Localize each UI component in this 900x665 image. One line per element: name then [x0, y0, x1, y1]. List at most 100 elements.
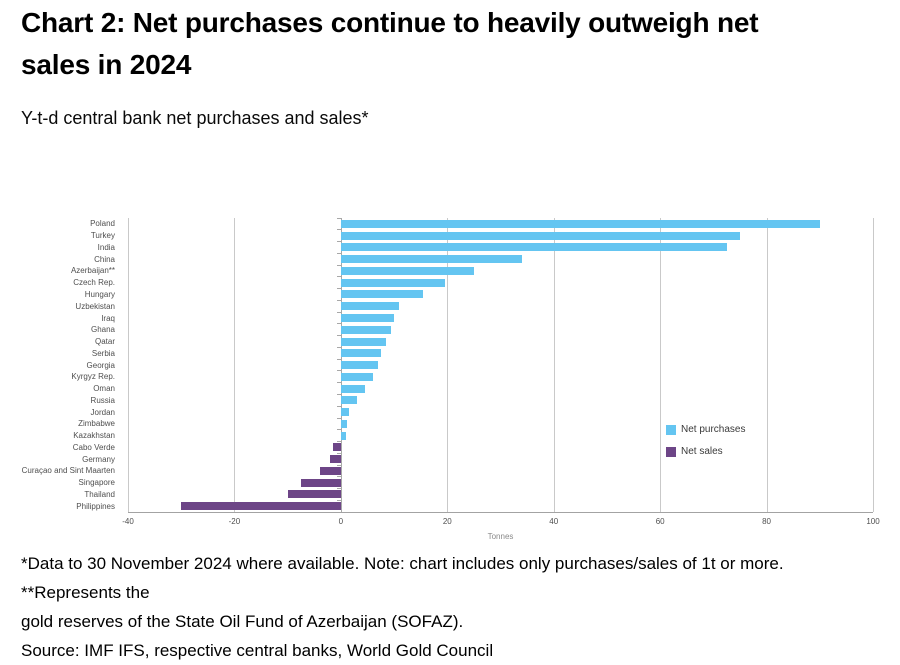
bar-net-purchases — [340, 314, 395, 322]
gridline — [234, 218, 236, 512]
y-axis-tick — [336, 382, 341, 384]
bar-net-purchases — [340, 408, 349, 417]
bar-net-sales — [287, 490, 341, 499]
y-axis-tick — [336, 405, 341, 407]
legend-swatch — [666, 446, 676, 457]
y-axis-tick — [336, 417, 341, 419]
chart-row — [128, 370, 873, 383]
category-label: India — [97, 242, 115, 252]
bar-net-purchases — [340, 349, 381, 358]
y-axis-tick — [336, 252, 341, 254]
category-label: Kyrgyz Rep. — [71, 372, 115, 382]
chart-title-line-2: sales in 2024 — [21, 49, 192, 80]
x-tick-label: 20 — [442, 517, 452, 526]
bar-net-purchases — [340, 372, 373, 381]
chart-row — [128, 452, 873, 465]
legend-swatch — [666, 424, 676, 435]
category-label: Curaçao and Sint Maarten — [21, 466, 115, 476]
category-label: Iraq — [101, 313, 115, 323]
x-axis-ticks: -40 -20 0 20 40 60 80 100 — [122, 517, 879, 529]
chart-row — [128, 229, 873, 242]
legend-label: Net sales — [681, 446, 723, 457]
bar-net-purchases — [340, 266, 474, 275]
bar-net-purchases — [340, 302, 400, 311]
chart-row — [128, 241, 873, 254]
chart-row — [128, 476, 873, 489]
x-tick-label: 0 — [338, 517, 344, 526]
chart-row — [128, 488, 873, 501]
category-label: Ghana — [90, 325, 115, 335]
bar-net-purchases — [340, 219, 820, 228]
y-axis-tick — [336, 335, 341, 337]
legend-item: Net purchases — [666, 424, 745, 435]
gridline — [766, 218, 768, 512]
bar-net-purchases — [340, 431, 347, 440]
chart-row — [128, 358, 873, 371]
category-label: Thailand — [84, 489, 115, 499]
category-label: Oman — [93, 384, 115, 394]
chart-title-line-1: Chart 2: Net purchases continue to heavi… — [21, 7, 759, 38]
chart-row — [128, 217, 873, 230]
y-axis-tick — [336, 288, 341, 290]
gridline — [447, 218, 449, 512]
plot-area: Net purchases Net sales — [128, 217, 874, 513]
bar-net-purchases — [340, 231, 740, 240]
category-label: Uzbekistan — [75, 301, 115, 311]
x-tick-label: -40 — [122, 517, 134, 526]
bar-net-purchases — [340, 419, 348, 428]
y-axis-tick — [336, 464, 341, 466]
chart-title: Chart 2: Net purchases continue to heavi… — [21, 2, 881, 86]
legend-label: Net purchases — [681, 424, 746, 435]
y-axis-tick — [336, 217, 341, 219]
x-tick-label: -20 — [228, 517, 241, 526]
category-labels: Poland Turkey India China Azerbaijan** Czech … — [0, 218, 122, 512]
y-axis-tick — [336, 241, 341, 243]
y-axis-tick — [336, 393, 341, 395]
chart-row — [128, 276, 873, 289]
category-label: Germany — [82, 454, 115, 464]
category-label: Singapore — [78, 478, 115, 488]
bar-net-sales — [332, 443, 341, 452]
category-label: China — [94, 254, 115, 264]
y-axis-tick — [336, 323, 341, 325]
y-axis-tick — [336, 311, 341, 313]
gridline — [660, 218, 662, 512]
y-axis-tick — [336, 499, 341, 501]
x-axis-line — [128, 512, 873, 513]
x-tick-label: 40 — [549, 517, 559, 526]
chart-subtitle: Y-t-d central bank net purchases and sal… — [21, 108, 369, 128]
legend-item: Net sales — [666, 446, 745, 457]
category-label: Hungary — [84, 289, 115, 299]
bar-net-purchases — [340, 278, 445, 287]
category-label: Turkey — [90, 231, 115, 241]
chart-row — [128, 441, 873, 454]
gridline — [873, 218, 874, 512]
chart-row — [128, 311, 873, 324]
y-axis-tick — [336, 264, 341, 266]
chart-row — [128, 464, 873, 477]
bar-net-purchases — [340, 255, 522, 264]
chart-row — [128, 393, 873, 406]
category-label: Cabo Verde — [72, 442, 115, 452]
bar-net-purchases — [340, 243, 727, 252]
bar-net-sales — [330, 455, 341, 464]
x-tick-label: 60 — [655, 517, 665, 526]
chart-row — [128, 323, 873, 336]
y-axis-tick — [336, 358, 341, 360]
chart-row — [128, 252, 873, 265]
category-label: Georgia — [86, 360, 115, 370]
bar-net-purchases — [340, 290, 424, 299]
footnote-note-line-2: gold reserves of the State Oil Fund of A… — [21, 612, 464, 631]
bar-chart: Poland Turkey India China Azerbaijan** Czech … — [0, 215, 900, 550]
y-axis-tick — [336, 229, 341, 231]
category-label: Qatar — [94, 337, 115, 347]
y-axis-tick — [336, 476, 341, 478]
bar-net-purchases — [340, 396, 357, 405]
category-label: Czech Rep. — [73, 278, 115, 288]
chart-row — [128, 382, 873, 395]
bar-net-purchases — [340, 384, 365, 393]
x-axis-title: Tonnes — [487, 532, 514, 541]
bar-net-sales — [181, 502, 341, 511]
category-label: Serbia — [91, 348, 115, 358]
